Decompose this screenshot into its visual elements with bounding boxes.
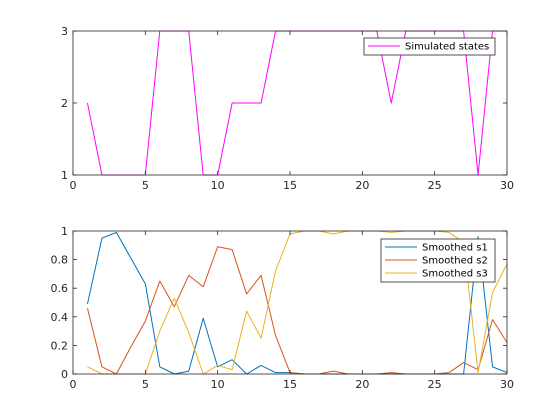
legend-label: Simulated states: [405, 42, 489, 53]
x-tick-label: 10: [211, 179, 225, 192]
y-tick-label: 1: [61, 225, 68, 238]
y-tick-label: 2: [61, 97, 68, 110]
axes-panel-1: 0 5 10 15 20 25 30 1 2 3 Simulated states: [61, 25, 514, 192]
y-tick-label: 3: [61, 25, 68, 38]
x-tick-label: 30: [500, 179, 514, 192]
legend: Simulated states: [363, 37, 496, 56]
legend: Smoothed s1 Smoothed s2 Smoothed s3: [380, 238, 496, 283]
legend-label: Smoothed s1: [422, 243, 488, 254]
legend-label: Smoothed s2: [422, 256, 488, 267]
x-tick-label: 20: [355, 378, 369, 391]
x-tick-label: 25: [428, 179, 442, 192]
y-tick-label: 1: [61, 169, 68, 182]
y-tick-label: 0.8: [51, 254, 69, 267]
x-tick-label: 0: [70, 179, 77, 192]
x-tick-label: 30: [500, 378, 514, 391]
x-tick-label: 20: [355, 179, 369, 192]
x-tick-label: 10: [211, 378, 225, 391]
x-tick-label: 5: [142, 378, 149, 391]
x-tick-label: 25: [428, 378, 442, 391]
y-tick-label: 0.4: [51, 311, 69, 324]
x-tick-label: 15: [283, 179, 297, 192]
x-tick-label: 0: [70, 378, 77, 391]
x-tick-label: 5: [142, 179, 149, 192]
y-tick-label: 0.6: [51, 282, 69, 295]
x-tick-label: 15: [283, 378, 297, 391]
legend-label: Smoothed s3: [422, 269, 488, 280]
legend-box: [363, 37, 496, 56]
y-tick-label: 0.2: [51, 339, 69, 352]
y-tick-label: 0: [61, 368, 68, 381]
